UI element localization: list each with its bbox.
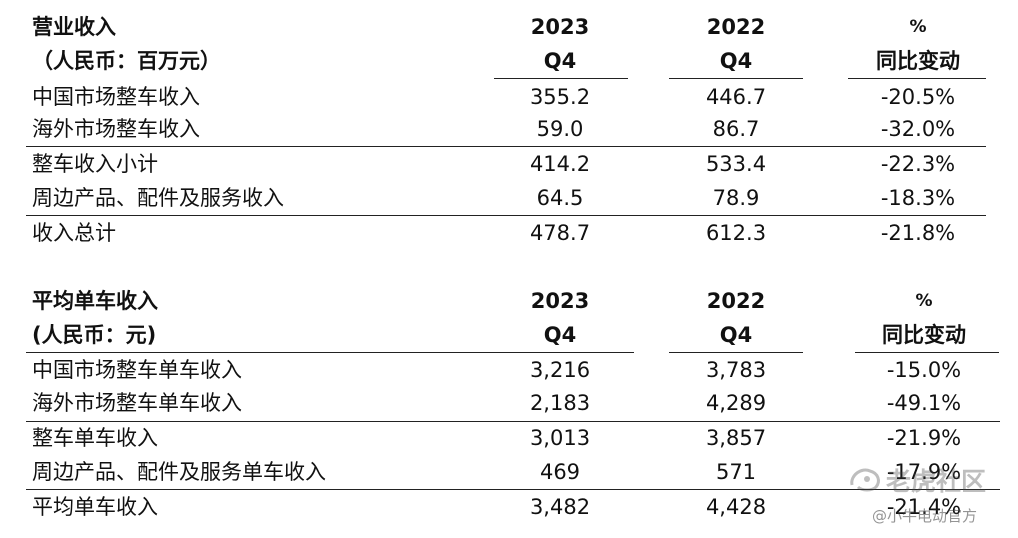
- header-underline-yoy: [855, 352, 999, 353]
- row-value-2023: 3,482: [529, 495, 591, 519]
- row-value-yoy: -49.1%: [886, 391, 962, 415]
- row-value-2023: 59.0: [536, 117, 584, 141]
- row-value-2023: 414.2: [529, 152, 591, 176]
- row-value-yoy: -22.3%: [880, 152, 956, 176]
- row-divider: [26, 489, 1000, 490]
- revenue-unit: （人民币：百万元）: [32, 49, 221, 73]
- row-label: 中国市场整车收入: [32, 85, 200, 109]
- row-value-yoy: -21.4%: [886, 495, 962, 519]
- col-yoy-label: 同比变动: [882, 323, 966, 347]
- row-value-2023: 355.2: [529, 85, 591, 109]
- row-value-2022: 4,428: [705, 495, 767, 519]
- header-underline-2023: [494, 78, 628, 79]
- row-value-yoy: -18.3%: [880, 186, 956, 210]
- row-value-2022: 533.4: [705, 152, 767, 176]
- col-yoy-percent: %: [909, 17, 927, 37]
- row-value-yoy: -20.5%: [880, 85, 956, 109]
- header-underline-2022: [669, 78, 803, 79]
- header-underline-2022: [669, 352, 803, 353]
- row-divider: [26, 421, 1000, 422]
- row-value-2022: 612.3: [705, 221, 767, 245]
- tiger-logo-icon: [850, 468, 880, 492]
- row-value-2022: 446.7: [705, 85, 767, 109]
- row-label: 平均单车收入: [32, 495, 158, 519]
- row-label: 中国市场整车单车收入: [32, 358, 242, 382]
- watermark-author: @小牛电动官方: [872, 507, 978, 525]
- per-unit-title: 平均单车收入: [32, 289, 158, 313]
- row-value-2022: 78.9: [712, 186, 760, 210]
- row-value-2022: 86.7: [712, 117, 760, 141]
- col-2022-year: 2022: [706, 15, 766, 39]
- row-value-2022: 3,857: [705, 426, 767, 450]
- row-divider: [26, 146, 986, 147]
- col-2023-quarter: Q4: [543, 49, 577, 73]
- row-label: 收入总计: [32, 221, 116, 245]
- row-value-yoy: -21.9%: [886, 426, 962, 450]
- row-value-yoy: -32.0%: [880, 117, 956, 141]
- row-value-yoy: -17.9%: [886, 460, 962, 484]
- row-value-2022: 4,289: [705, 391, 767, 415]
- row-value-2023: 3,013: [529, 426, 591, 450]
- per-unit-unit: (人民币：元): [32, 323, 157, 347]
- revenue-title: 营业收入: [32, 15, 116, 39]
- col-yoy-label: 同比变动: [876, 49, 960, 73]
- row-label: 周边产品、配件及服务单车收入: [32, 460, 326, 484]
- col-2022-year: 2022: [706, 289, 766, 313]
- col-2022-quarter: Q4: [719, 323, 753, 347]
- row-value-2023: 3,216: [529, 358, 591, 382]
- row-label: 海外市场整车单车收入: [32, 391, 242, 415]
- row-value-yoy: -15.0%: [886, 358, 962, 382]
- row-label: 整车单车收入: [32, 426, 158, 450]
- row-value-2023: 469: [539, 460, 581, 484]
- row-value-yoy: -21.8%: [880, 221, 956, 245]
- col-2023-year: 2023: [530, 15, 590, 39]
- header-underline-yoy: [848, 78, 986, 79]
- row-value-2022: 571: [715, 460, 757, 484]
- col-2022-quarter: Q4: [719, 49, 753, 73]
- col-yoy-percent: %: [915, 291, 933, 311]
- watermark-community: 老虎社区: [886, 467, 987, 496]
- row-label: 整车收入小计: [32, 152, 158, 176]
- col-2023-quarter: Q4: [543, 323, 577, 347]
- row-label: 海外市场整车收入: [32, 117, 200, 141]
- header-underline-label-2023: [26, 352, 634, 353]
- row-value-2023: 2,183: [529, 391, 591, 415]
- row-value-2022: 3,783: [705, 358, 767, 382]
- row-divider: [26, 215, 986, 216]
- row-value-2023: 64.5: [536, 186, 584, 210]
- row-value-2023: 478.7: [529, 221, 591, 245]
- row-label: 周边产品、配件及服务收入: [32, 186, 284, 210]
- col-2023-year: 2023: [530, 289, 590, 313]
